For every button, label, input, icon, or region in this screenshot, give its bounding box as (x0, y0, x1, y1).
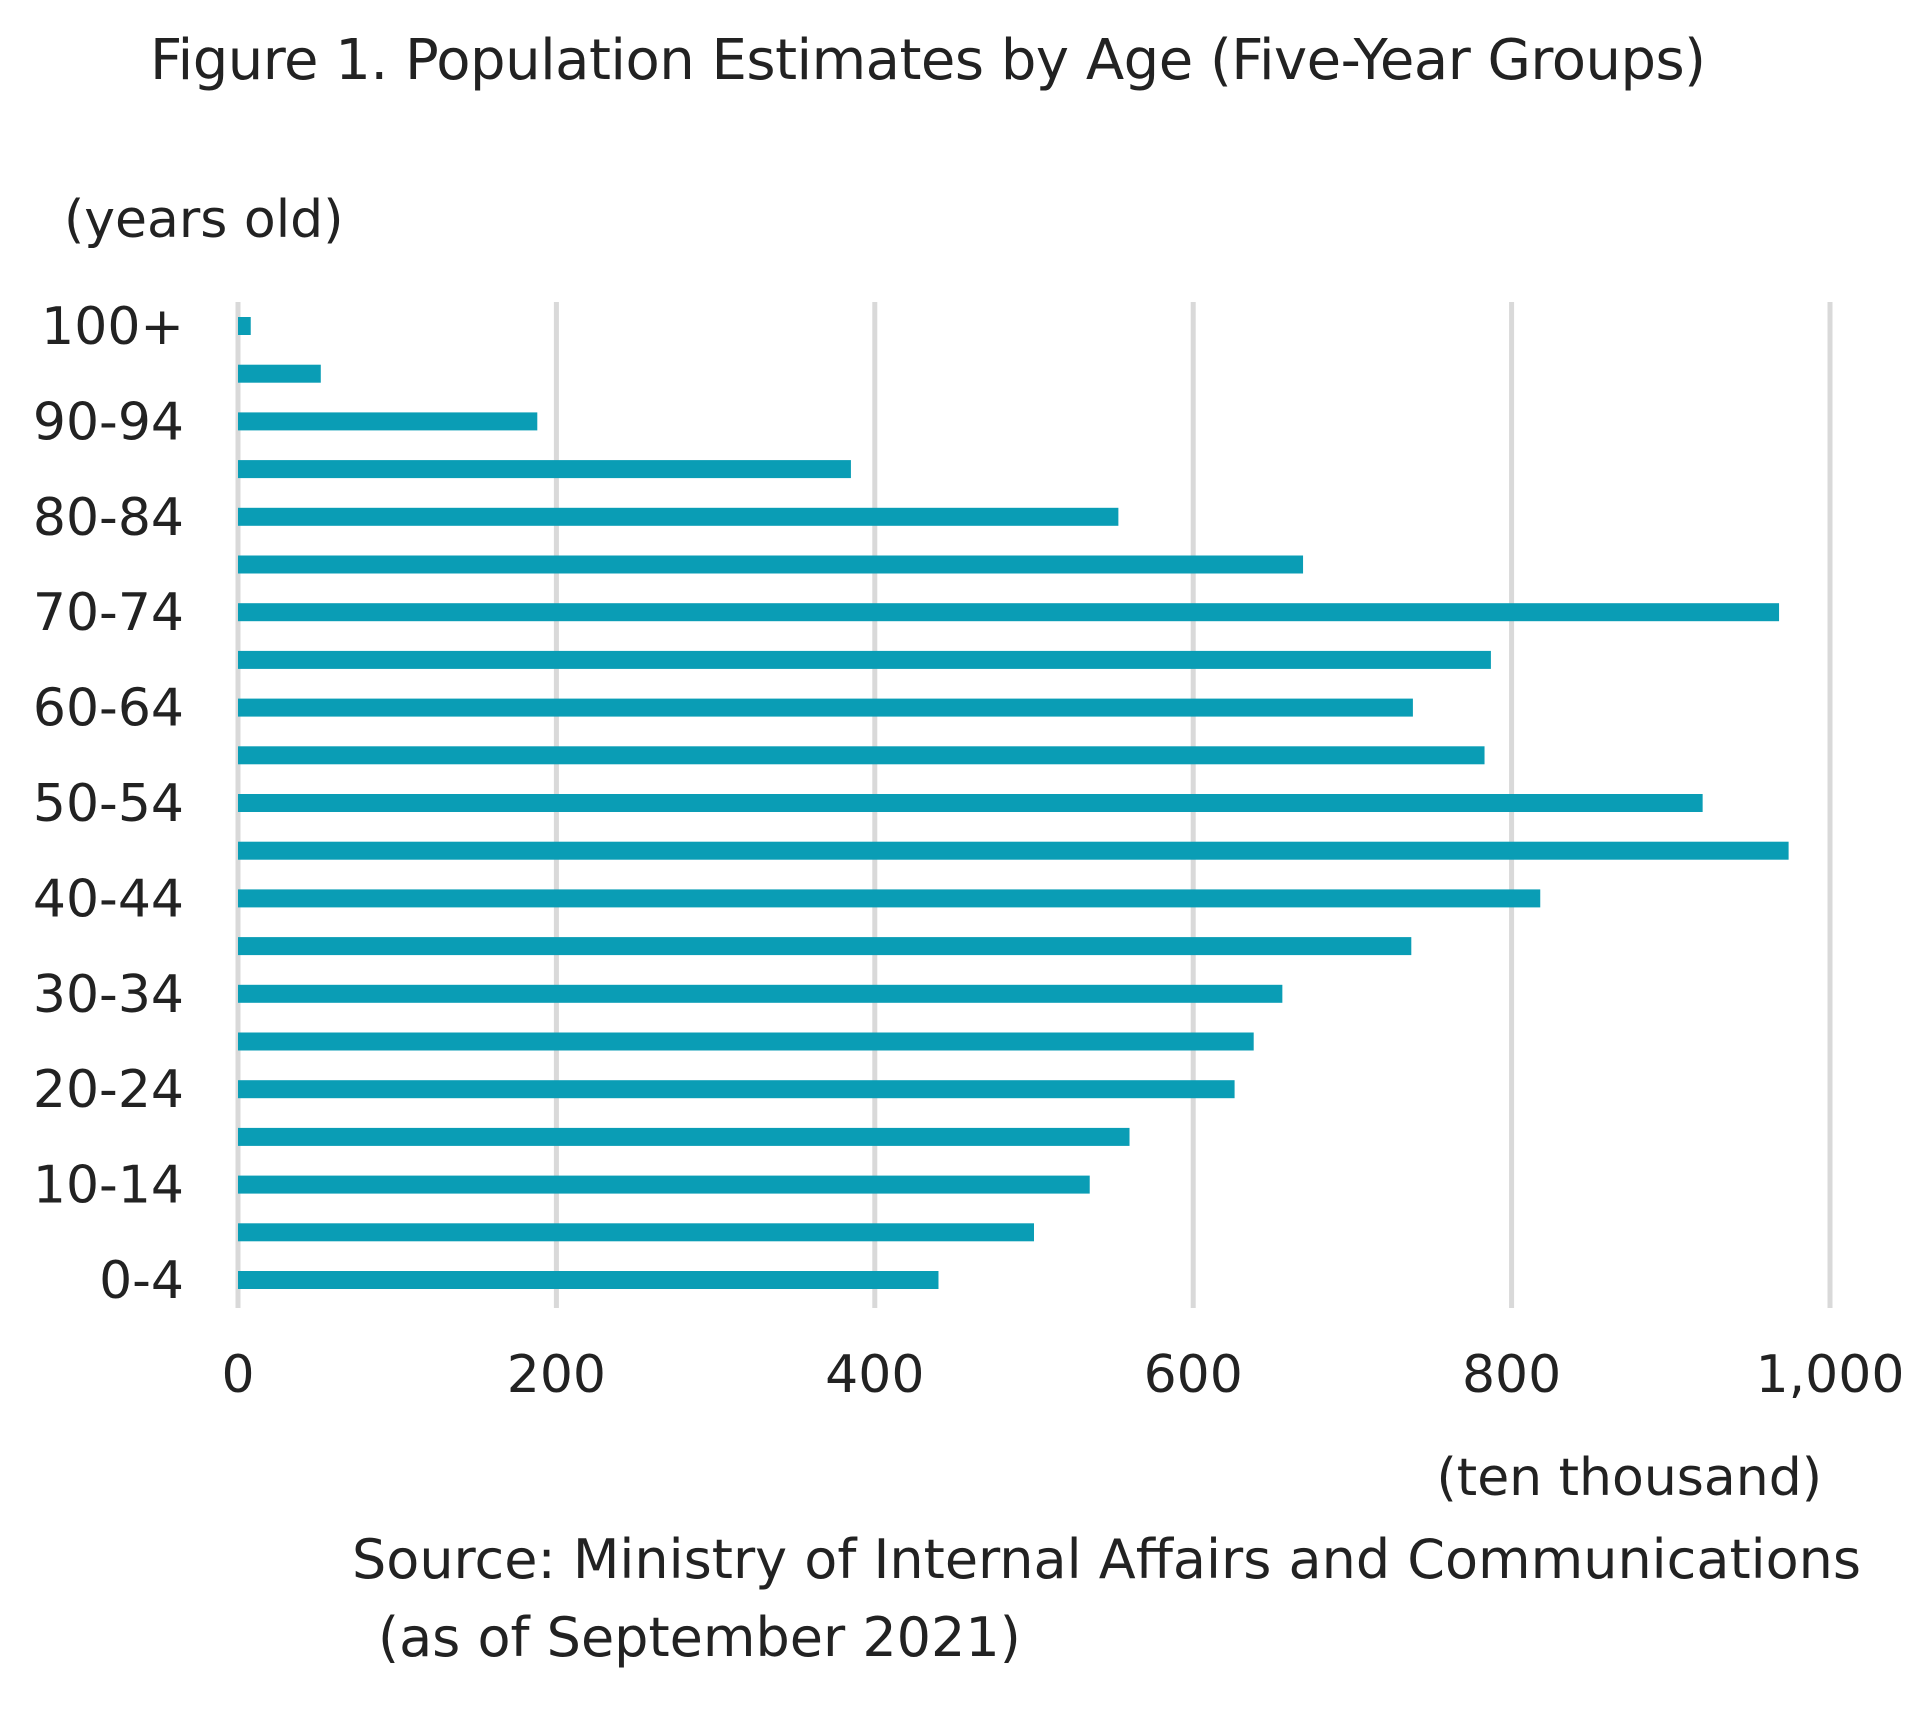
y-tick-label: 50-54 (33, 774, 184, 834)
y-tick-labels: 100+ 90-94 80-84 70-74 60-64 50-54 40-44 30-34 2… (33, 297, 184, 1311)
bar-30-34 (238, 984, 1283, 1003)
bar-15-19 (238, 1127, 1130, 1146)
y-axis-label: (years old) (64, 190, 344, 250)
y-tick-label: 0-4 (99, 1251, 184, 1311)
x-tick-label: 400 (825, 1345, 924, 1405)
x-tick-label: 800 (1462, 1345, 1561, 1405)
source-note: Source: Ministry of Internal Affairs and… (352, 1528, 1862, 1591)
y-tick-label: 40-44 (33, 869, 184, 929)
x-tick-label: 0 (221, 1345, 254, 1405)
bar-45-49 (238, 841, 1789, 860)
bar-20-24 (238, 1080, 1235, 1099)
bar-95-99 (238, 364, 321, 383)
bar-60-64 (238, 698, 1413, 717)
chart-title: Figure 1. Population Estimates by Age (F… (150, 28, 1706, 93)
x-axis-label: (ten thousand) (1436, 1448, 1822, 1508)
bar-65-69 (238, 650, 1491, 669)
x-tick-label: 600 (1144, 1345, 1243, 1405)
y-tick-label: 10-14 (33, 1156, 184, 1216)
bar-70-74 (238, 603, 1780, 622)
x-tick-labels: 0 200 400 600 800 1,000 (221, 1345, 1904, 1405)
y-tick-label: 20-24 (33, 1060, 184, 1120)
bar-0-4 (238, 1271, 939, 1289)
bar-55-59 (238, 746, 1485, 765)
y-tick-label: 90-94 (33, 392, 184, 452)
bar-100+ (238, 317, 251, 335)
bar-5-9 (238, 1223, 1034, 1242)
bar-35-39 (238, 937, 1412, 956)
y-tick-label: 100+ (41, 297, 184, 357)
bar-40-44 (238, 889, 1541, 908)
y-tick-label: 70-74 (33, 583, 184, 643)
x-tick-label: 200 (507, 1345, 606, 1405)
y-tick-label: 60-64 (33, 679, 184, 739)
y-tick-label: 30-34 (33, 965, 184, 1025)
bar-10-14 (238, 1175, 1090, 1194)
bar-90-94 (238, 412, 538, 431)
bars (238, 317, 1789, 1289)
bar-25-29 (238, 1032, 1254, 1051)
y-tick-label: 80-84 (33, 488, 184, 548)
bar-50-54 (238, 794, 1703, 812)
bar-85-89 (238, 460, 851, 479)
x-tick-label: 1,000 (1756, 1345, 1905, 1405)
source-date: (as of September 2021) (378, 1606, 1021, 1669)
bar-80-84 (238, 507, 1119, 526)
bar-75-79 (238, 555, 1304, 574)
